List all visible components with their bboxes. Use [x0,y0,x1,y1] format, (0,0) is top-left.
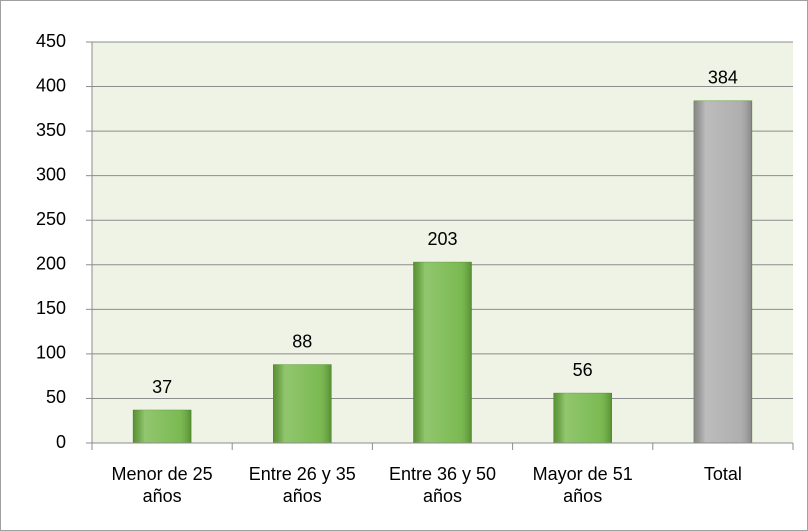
y-tick-label: 400 [36,75,66,95]
value-label: 203 [427,229,457,249]
bar-shade [273,364,332,443]
value-label: 56 [573,360,593,380]
x-tick-label: Total [703,464,742,484]
x-tick-label: Mayor de 51 años [532,464,633,506]
y-tick-label: 150 [36,298,66,318]
y-tick-label: 100 [36,343,66,363]
y-tick-label: 200 [36,254,66,274]
bar-shade [553,393,612,443]
value-label: 88 [292,331,312,351]
x-tick-label: Entre 26 y 35 años [248,464,356,506]
y-tick-label: 350 [36,120,66,140]
y-tick-label: 300 [36,164,66,184]
value-label: 384 [708,68,738,88]
y-tick-label: 0 [56,432,66,452]
y-tick-label: 450 [36,31,66,51]
bar-shade [133,410,192,443]
x-tick-label: Menor de 25 años [111,464,213,506]
value-label: 37 [152,377,172,397]
bar-shade [413,262,472,443]
y-tick-label: 250 [36,209,66,229]
y-tick-label: 50 [46,387,66,407]
bar-shade [693,100,752,444]
x-tick-label: Entre 36 y 50 años [388,464,497,506]
